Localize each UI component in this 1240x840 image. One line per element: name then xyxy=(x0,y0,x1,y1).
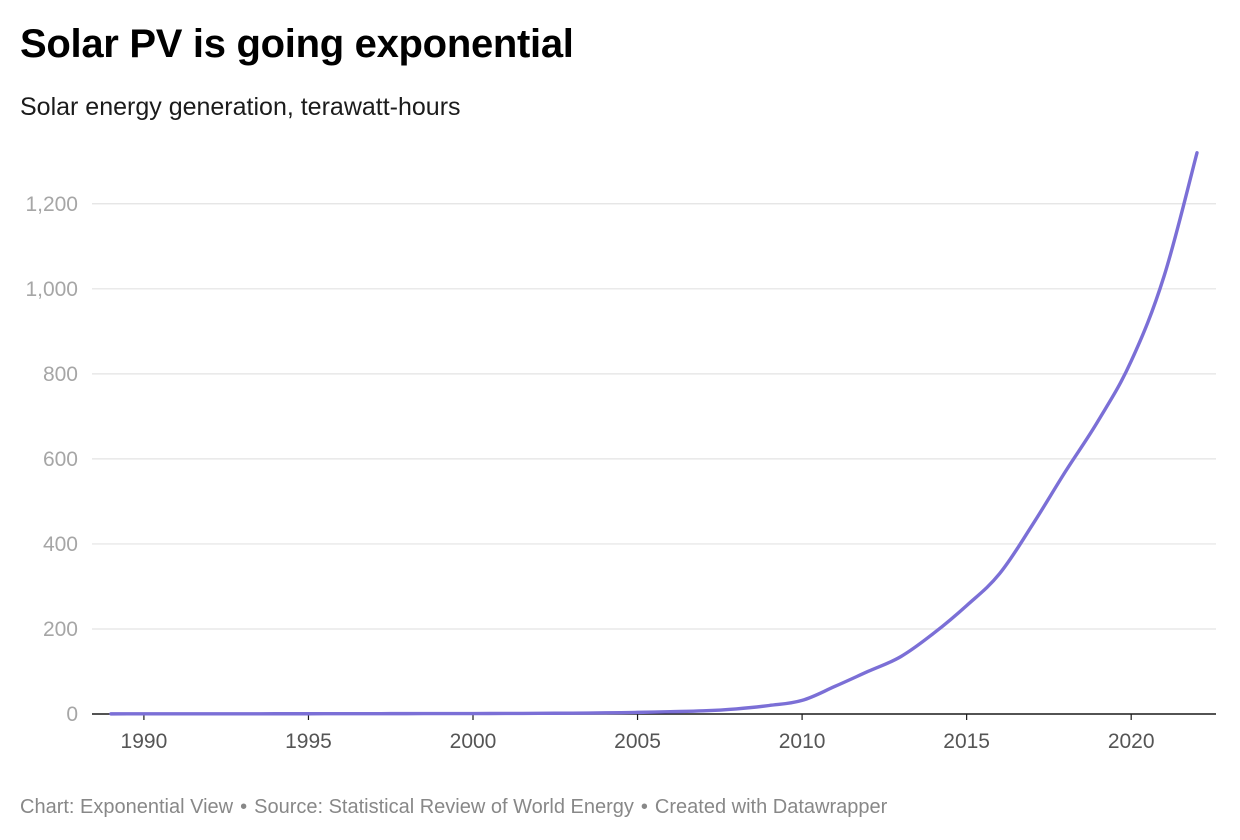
series-layer xyxy=(109,151,1199,716)
data-point-1992 xyxy=(208,712,212,716)
data-point-2010 xyxy=(800,698,804,702)
data-point-2013 xyxy=(899,655,903,659)
data-point-1996 xyxy=(339,712,343,716)
data-point-2014 xyxy=(932,631,936,635)
y-tick-label-0: 0 xyxy=(66,703,78,726)
data-point-2012 xyxy=(866,669,870,673)
chart-footer: Chart: Exponential View • Source: Statisti… xyxy=(20,793,887,821)
data-point-2006 xyxy=(668,710,672,714)
data-point-2002 xyxy=(537,711,541,715)
data-point-1995 xyxy=(306,712,310,716)
footer-created-with: Created with Datawrapper xyxy=(654,796,888,818)
axes: 0 200 400 600 800 1,000 1,200 1990 1995 2000 2005 2… xyxy=(25,193,1216,753)
data-point-2016 xyxy=(998,572,1002,576)
x-tick-label-2010: 2010 xyxy=(779,730,826,753)
data-point-2020 xyxy=(1129,359,1133,363)
data-point-2003 xyxy=(570,711,574,715)
data-point-2018 xyxy=(1063,470,1067,474)
y-tick-label-200: 200 xyxy=(43,618,78,641)
footer-separator: • xyxy=(240,796,248,818)
data-point-2021 xyxy=(1162,274,1166,278)
x-tick-label-2000: 2000 xyxy=(450,730,497,753)
data-point-1999 xyxy=(438,712,442,716)
x-tick-label-1990: 1990 xyxy=(121,730,168,753)
y-tick-label-1200: 1,200 xyxy=(25,193,78,216)
x-tick-label-1995: 1995 xyxy=(285,730,332,753)
data-point-2015 xyxy=(965,604,969,608)
data-point-1998 xyxy=(405,712,409,716)
data-point-1991 xyxy=(175,712,179,716)
data-point-1997 xyxy=(372,712,376,716)
footer-source: Source: Statistical Review of World Ener… xyxy=(254,796,634,818)
gridlines xyxy=(92,203,1216,630)
data-point-2001 xyxy=(504,711,508,715)
chart-title: Solar PV is going exponential xyxy=(20,22,574,66)
data-point-2004 xyxy=(603,711,607,715)
data-point-2009 xyxy=(767,703,771,707)
data-point-1990 xyxy=(142,712,146,716)
y-tick-label-800: 800 xyxy=(43,363,78,386)
data-point-2007 xyxy=(701,709,705,713)
y-tick-label-400: 400 xyxy=(43,533,78,556)
data-point-1993 xyxy=(241,712,245,716)
data-point-1994 xyxy=(274,712,278,716)
x-tick-label-2005: 2005 xyxy=(614,730,661,753)
data-point-2008 xyxy=(734,707,738,711)
x-tick-label-2020: 2020 xyxy=(1108,730,1155,753)
x-tick-label-2015: 2015 xyxy=(943,730,990,753)
footer-separator: • xyxy=(640,796,648,818)
data-point-2005 xyxy=(636,710,640,714)
data-point-2000 xyxy=(471,712,475,716)
y-tick-label-1000: 1,000 xyxy=(25,278,78,301)
data-point-1989 xyxy=(109,712,113,716)
data-point-2017 xyxy=(1030,523,1034,527)
data-point-2022 xyxy=(1195,151,1199,155)
data-point-2019 xyxy=(1096,419,1100,423)
chart-subtitle: Solar energy generation, terawatt-hours xyxy=(20,93,461,121)
series-line-0 xyxy=(109,151,1199,716)
y-tick-label-600: 600 xyxy=(43,448,78,471)
data-point-2011 xyxy=(833,684,837,688)
footer-chart-credit: Chart: Exponential View xyxy=(20,796,234,818)
